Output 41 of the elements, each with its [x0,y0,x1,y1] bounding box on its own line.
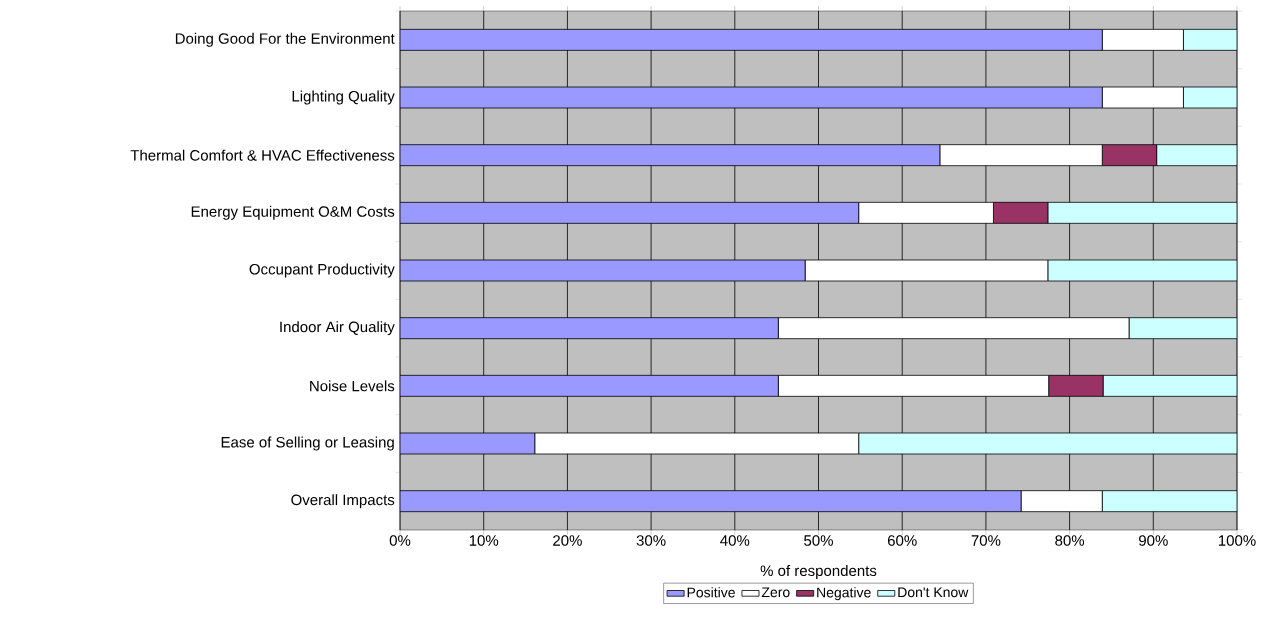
legend-label: Positive [687,587,735,598]
y-tick-label: Energy Equipment O&M Costs [191,205,395,220]
y-tick-label: Ease of Selling or Leasing [221,436,394,451]
x-tick-label: 90% [1139,535,1168,546]
x-axis-title: % of respondents [760,565,877,579]
y-tick-label: Noise Levels [310,380,395,392]
bar [1183,28,1238,51]
bar [400,259,806,282]
x-tick-label: 60% [887,535,917,546]
bar [400,144,941,167]
y-tick-label: Overall Impacts [291,494,395,509]
x-tick-label: 80% [1055,535,1085,546]
bar [400,490,1022,513]
bar [1156,144,1238,167]
x-tick-label: 20% [553,535,582,546]
legend-label: Negative [817,587,871,601]
legend-label: Zero [761,587,790,598]
bar [1128,317,1238,340]
bar [400,374,779,397]
y-tick-label: Occupant Productivity [249,263,395,278]
x-tick-label: 30% [636,535,666,546]
x-tick-label: 40% [720,535,750,546]
y-tick-label: Indoor Air Quality [280,321,395,336]
bar [1101,490,1238,513]
legend-label: Don't Know [898,587,969,598]
y-tick-label: Lighting Quality [292,90,395,105]
bar [400,201,860,224]
bar [1047,201,1238,224]
x-tick-label: 50% [804,535,833,546]
y-tick-label: Doing Good For the Environment [175,32,395,47]
bar [858,432,1238,455]
x-tick-label: 0% [389,535,411,546]
bar [400,86,1103,109]
bar [1102,374,1238,397]
bar [1047,259,1238,282]
bar [400,317,779,340]
x-tick-label: 70% [971,535,1001,546]
x-tick-label: 10% [469,535,499,546]
x-tick-label: 100% [1218,535,1256,546]
y-tick-label: Thermal Comfort & HVAC Effectiveness [130,149,395,161]
bar [400,28,1103,51]
